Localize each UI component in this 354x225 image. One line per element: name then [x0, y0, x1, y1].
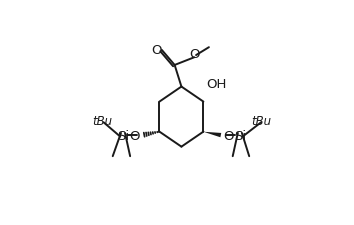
Text: tBu: tBu [252, 115, 272, 127]
Text: O: O [152, 43, 162, 56]
Text: tBu: tBu [92, 115, 112, 127]
Text: O: O [129, 129, 139, 142]
Text: Si: Si [117, 129, 129, 142]
Text: O: O [190, 47, 200, 61]
Text: OH: OH [206, 78, 227, 91]
Text: Si: Si [234, 129, 246, 142]
Text: O: O [223, 129, 234, 142]
Polygon shape [204, 132, 221, 138]
